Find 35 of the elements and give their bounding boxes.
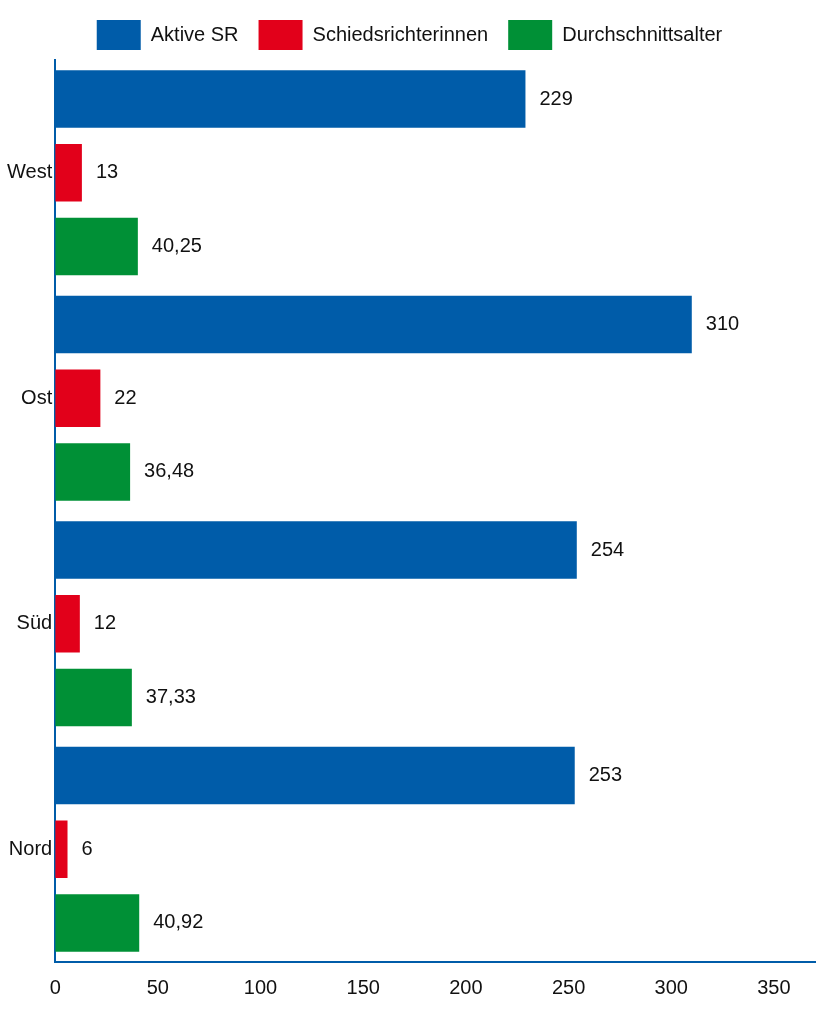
x-tick-label: 300 (654, 975, 688, 998)
y-tick-label: Süd (16, 611, 53, 634)
data-label: 13 (95, 160, 119, 183)
x-tick-label: 0 (49, 975, 61, 998)
data-label: 254 (590, 537, 625, 560)
data-label: 12 (93, 611, 117, 634)
legend-label: Schiedsrichterinnen (312, 22, 489, 45)
bar (55, 595, 80, 653)
x-tick-label: 50 (146, 975, 169, 998)
bar (55, 217, 138, 276)
bar (55, 369, 101, 427)
data-label: 40,92 (153, 910, 204, 933)
x-tick-label: 350 (757, 975, 791, 998)
data-label: 36,48 (144, 459, 195, 482)
x-tick-label: 150 (346, 975, 380, 998)
y-tick-label: West (6, 160, 53, 183)
data-label: 22 (114, 385, 137, 408)
bar (55, 894, 140, 952)
y-tick-label: Nord (8, 836, 53, 859)
bar (55, 443, 131, 501)
bar (55, 668, 132, 727)
bar (55, 820, 68, 878)
x-tick-label: 250 (551, 975, 586, 998)
x-tick-label: 100 (243, 975, 278, 998)
data-label: 37,33 (145, 684, 196, 707)
legend-label: Durchschnittsalter (562, 22, 723, 45)
data-label: 229 (539, 86, 573, 109)
y-tick-label: Ost (21, 385, 53, 408)
x-tick-label: 200 (449, 975, 483, 998)
legend-label: Aktive SR (150, 22, 239, 45)
data-label: 310 (705, 312, 740, 335)
bar (55, 144, 82, 202)
data-label: 40,25 (151, 233, 202, 256)
data-label: 253 (588, 763, 623, 786)
data-label: 6 (81, 836, 93, 859)
